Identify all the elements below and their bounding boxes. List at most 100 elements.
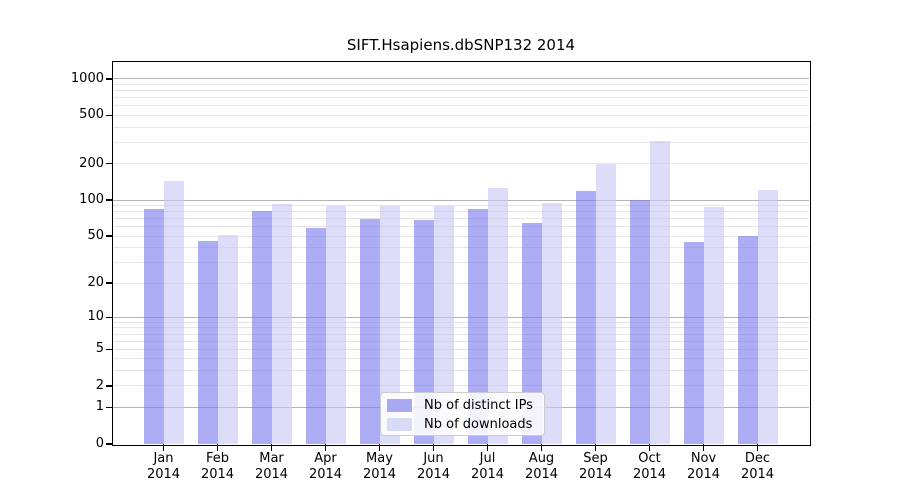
y-tick-label-200: 200 (79, 155, 104, 171)
gridline-minor-700 (113, 97, 809, 99)
x-tick-mark-mar (270, 444, 273, 451)
x-tick-mark-feb (216, 444, 219, 451)
bar-ips-aug (521, 223, 542, 444)
x-tick-label-feb: Feb 2014 (200, 451, 235, 482)
gridline-minor-900 (113, 83, 809, 85)
bar-ips-dec (737, 236, 758, 444)
gridline-minor-500 (113, 114, 809, 116)
y-tick-mark-1000 (106, 78, 113, 80)
bar-downloads-feb (217, 235, 238, 444)
x-tick-mark-nov (702, 444, 705, 451)
gridline-minor-4 (113, 358, 809, 360)
y-tick-label-500: 500 (79, 107, 104, 123)
bar-ips-apr (305, 228, 326, 444)
ips-legend-label: Nb of distinct IPs (424, 398, 533, 413)
bar-downloads-apr (325, 205, 346, 444)
x-tick-mark-jul (486, 444, 489, 451)
y-tick-label-20: 20 (87, 275, 104, 291)
gridline-minor-3 (113, 370, 809, 372)
bar-ips-may (359, 219, 380, 444)
legend-item-downloads: Nb of downloads (381, 415, 544, 434)
bar-ips-mar (251, 211, 272, 444)
gridline-minor-5 (113, 348, 809, 350)
downloads-legend-swatch-icon (387, 418, 412, 431)
x-tick-label-jun: Jun 2014 (416, 451, 451, 482)
y-tick-mark-1 (106, 406, 113, 409)
gridline-minor-2 (113, 385, 809, 387)
gridline-minor-90 (113, 205, 809, 207)
gridline-major-1000 (113, 78, 809, 80)
gridline-minor-800 (113, 90, 809, 92)
bar-ips-feb (197, 240, 218, 444)
x-tick-label-apr: Apr 2014 (308, 451, 343, 482)
gridline-minor-9 (113, 321, 809, 323)
bar-downloads-jul (487, 188, 508, 444)
bar-downloads-dec (757, 189, 778, 444)
y-tick-label-1: 1 (95, 399, 104, 415)
y-tick-mark-10 (106, 316, 113, 318)
bar-downloads-mar (271, 204, 292, 444)
x-tick-label-mar: Mar 2014 (254, 451, 289, 482)
y-tick-mark-500 (106, 114, 113, 117)
downloads-legend-label: Nb of downloads (424, 417, 533, 432)
ips-legend-swatch-icon (387, 399, 412, 412)
bar-downloads-oct (649, 140, 670, 444)
gridline-minor-60 (113, 226, 809, 228)
bar-ips-jul (467, 209, 488, 444)
y-tick-mark-20 (106, 282, 113, 284)
x-tick-label-dec: Dec 2014 (740, 451, 775, 482)
bar-downloads-may (379, 205, 400, 444)
y-tick-mark-2 (106, 385, 113, 387)
x-tick-mark-jun (432, 444, 435, 451)
gridline-minor-600 (113, 105, 809, 107)
y-tick-mark-5 (106, 348, 113, 351)
bar-ips-oct (629, 200, 650, 444)
gridline-minor-200 (113, 163, 809, 165)
gridline-minor-20 (113, 282, 809, 284)
y-tick-mark-200 (106, 162, 113, 165)
bar-ips-jun (413, 220, 434, 444)
bar-ips-sep (575, 190, 596, 444)
y-tick-label-1000: 1000 (70, 70, 104, 86)
x-tick-label-sep: Sep 2014 (578, 451, 613, 482)
y-tick-mark-0 (106, 443, 113, 445)
gridline-minor-40 (113, 247, 809, 249)
x-tick-mark-sep (594, 444, 597, 451)
bar-ips-jan (143, 208, 164, 444)
bar-downloads-jun (433, 206, 454, 444)
y-tick-mark-50 (106, 235, 113, 237)
y-tick-label-10: 10 (87, 309, 104, 325)
gridline-minor-80 (113, 211, 809, 213)
gridline-minor-70 (113, 218, 809, 220)
y-tick-label-100: 100 (79, 192, 104, 208)
y-tick-label-0: 0 (95, 436, 104, 451)
gridline-minor-8 (113, 327, 809, 329)
x-tick-mark-dec (756, 444, 759, 451)
x-tick-mark-jan (162, 444, 165, 451)
x-tick-label-jul: Jul 2014 (470, 451, 505, 482)
bar-downloads-nov (703, 206, 724, 444)
bar-downloads-jan (163, 180, 184, 444)
x-tick-mark-apr (324, 444, 327, 451)
y-tick-label-50: 50 (87, 228, 104, 244)
legend-item-distinct-ips: Nb of distinct IPs (381, 396, 544, 415)
x-tick-label-jan: Jan 2014 (146, 451, 181, 482)
gridline-minor-300 (113, 141, 809, 143)
y-tick-mark-100 (106, 199, 113, 201)
bar-downloads-aug (541, 203, 562, 444)
gridline-minor-7 (113, 333, 809, 335)
gridline-minor-400 (113, 126, 809, 128)
gridline-major-10 (113, 316, 809, 318)
plot-area (113, 62, 809, 444)
chart-title: SIFT.Hsapiens.dbSNP132 2014 (346, 36, 576, 54)
y-tick-label-2: 2 (95, 377, 104, 393)
x-tick-label-may: May 2014 (362, 451, 397, 482)
x-tick-mark-oct (648, 444, 651, 451)
gridline-major-100 (113, 199, 809, 201)
x-tick-label-oct: Oct 2014 (632, 451, 667, 482)
bar-downloads-sep (595, 163, 616, 444)
x-tick-mark-may (378, 444, 381, 451)
legend: Nb of distinct IPs Nb of downloads (380, 392, 545, 436)
x-tick-mark-aug (540, 444, 543, 451)
